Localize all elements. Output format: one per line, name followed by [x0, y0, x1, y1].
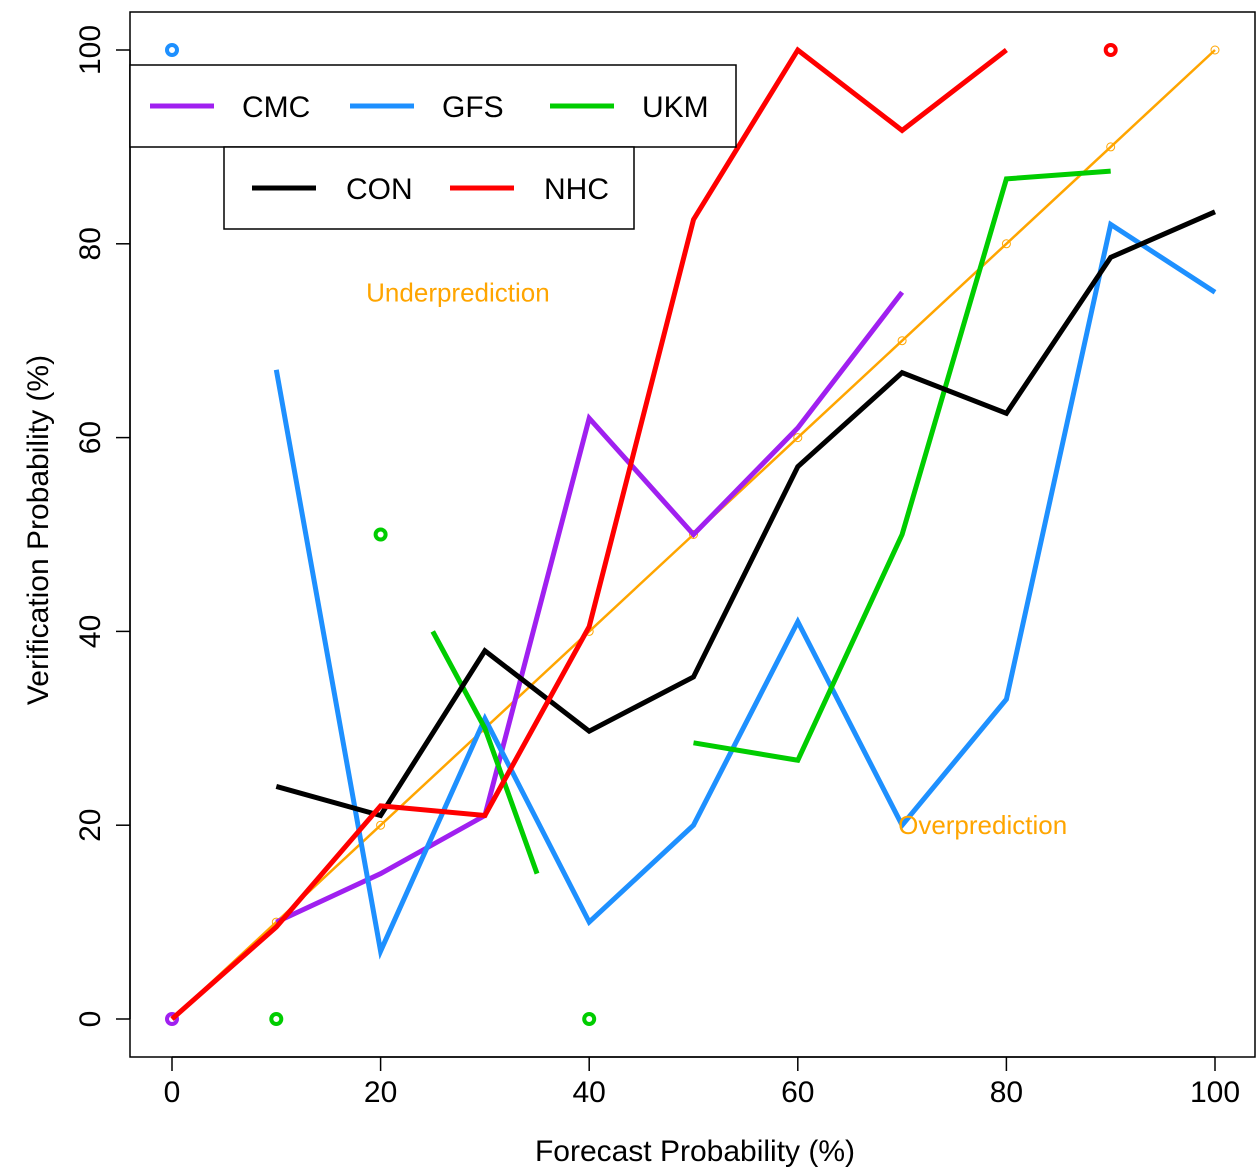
reference-point: [897, 336, 907, 346]
axes-layer: 0 20 40 60 80 100 0 20 40 60 80 100: [74, 25, 1240, 1109]
series-line-ukm: [430, 630, 540, 875]
x-axis-label: Forecast Probability (%): [535, 1135, 855, 1168]
legend-label-gfs: GFS: [442, 91, 504, 124]
series-point-cmc: [165, 1012, 179, 1026]
y-axis-label: Verification Probability (%): [22, 355, 55, 705]
series-line-nhc: [170, 46, 1008, 1021]
legend-layer: CMC GFS UKM CON NHC: [129, 64, 737, 230]
legend-label-cmc: CMC: [242, 91, 310, 124]
reference-point: [1001, 239, 1011, 249]
y-tick-label: 0: [74, 1011, 107, 1028]
legend-2: CON NHC: [223, 146, 635, 230]
legend-box: [129, 64, 737, 148]
reference-point: [1106, 142, 1116, 152]
series-point-ukm: [373, 527, 388, 542]
y-tick-label: 40: [74, 615, 107, 648]
series-line-gfs: [273, 220, 1217, 960]
series-point-ukm: [269, 1012, 284, 1026]
series-line-ukm: [693, 168, 1111, 764]
series-nhc: [170, 43, 1118, 1021]
reference-point: [1210, 45, 1220, 55]
annotation-overprediction: Overprediction: [898, 810, 1067, 840]
legend-label-con: CON: [346, 173, 413, 206]
reference-point: [689, 530, 698, 539]
reference-point: [376, 820, 386, 830]
legend-1: CMC GFS UKM: [129, 64, 737, 148]
legend-label-nhc: NHC: [544, 173, 609, 206]
reference-point: [793, 433, 803, 443]
y-tick-label: 60: [74, 421, 107, 454]
x-tick-label: 100: [1190, 1076, 1240, 1109]
x-tick-label: 20: [364, 1076, 397, 1109]
series-cmc: [165, 290, 905, 1026]
series-ukm: [269, 168, 1111, 1026]
legend-label-ukm: UKM: [642, 91, 709, 124]
series-layer: [165, 43, 1217, 1026]
annotation-layer: Underprediction Overprediction: [366, 277, 1067, 840]
series-point-nhc: [1103, 43, 1118, 57]
y-tick-label: 100: [74, 25, 107, 75]
x-tick-label: 40: [573, 1076, 606, 1109]
series-point-ukm: [582, 1012, 597, 1026]
series-point-gfs: [165, 43, 179, 57]
annotation-underprediction: Underprediction: [366, 277, 550, 307]
y-tick-label: 80: [74, 227, 107, 260]
x-tick-label: 60: [781, 1076, 814, 1109]
series-line-con: [275, 209, 1217, 819]
series-gfs: [165, 43, 1217, 960]
x-tick-label: 0: [164, 1076, 181, 1109]
x-tick-label: 80: [990, 1076, 1023, 1109]
series-con: [275, 209, 1217, 819]
y-tick-label: 20: [74, 809, 107, 842]
series-line-cmc: [275, 290, 905, 925]
